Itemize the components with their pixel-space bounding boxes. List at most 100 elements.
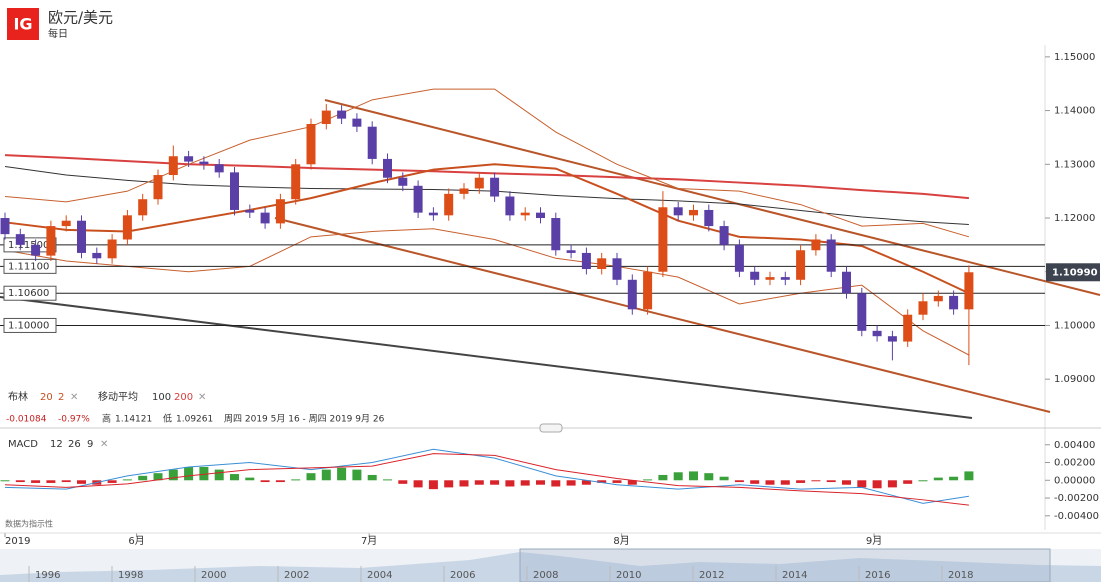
- macd-bar: [153, 473, 163, 481]
- macd-line: [4, 453, 969, 506]
- legend-close[interactable]: ✕: [70, 392, 78, 403]
- low-label: 低: [163, 413, 172, 425]
- navigator-label: 2014: [782, 570, 807, 581]
- macd-bar: [964, 471, 974, 481]
- macd-param: 9: [87, 439, 93, 450]
- navigator-label: 1998: [118, 570, 143, 581]
- level-tag: [3, 258, 57, 274]
- candle-body: [658, 207, 668, 272]
- macd-bar: [61, 480, 71, 483]
- price-panel: 1.150001.140001.130001.120001.110001.100…: [0, 52, 1100, 547]
- macd-bar: [107, 480, 117, 483]
- navigator-label: 1996: [35, 570, 60, 581]
- candle-body: [413, 185, 423, 213]
- macd-bar: [796, 480, 806, 483]
- candle-body: [490, 177, 500, 197]
- macd-panel: 0.00400 0.00200 0.00000 -0.00200 -0.00400: [0, 440, 1099, 522]
- candle-body: [643, 271, 653, 310]
- y-tick-label: 1.14000: [1054, 106, 1095, 117]
- candle-body: [46, 226, 56, 256]
- legend-text: 200: [174, 392, 193, 403]
- macd-bar: [551, 480, 561, 487]
- x-tick-label: 7月: [361, 535, 377, 547]
- legend-text: 100: [152, 392, 171, 403]
- trendline: [324, 99, 1101, 296]
- candle-body: [31, 244, 41, 256]
- candle-body: [811, 239, 821, 251]
- macd-bar: [612, 480, 622, 483]
- macd-bar: [933, 477, 943, 481]
- level-label: 1.10000: [8, 320, 49, 331]
- macd-bar: [566, 480, 576, 486]
- y-tick-label: -0.00400: [1054, 511, 1099, 522]
- macd-bar: [352, 469, 362, 481]
- candle-body: [153, 175, 163, 200]
- candle-body: [780, 277, 790, 280]
- candle-body: [107, 239, 117, 259]
- candle-body: [398, 177, 408, 186]
- macd-bar: [199, 466, 209, 481]
- macd-bar: [230, 474, 239, 481]
- candle-body: [826, 239, 836, 272]
- candle-body: [612, 258, 622, 280]
- macd-bar: [842, 480, 851, 485]
- macd-bar: [337, 467, 347, 481]
- legend-text: 移动平均: [98, 390, 138, 403]
- macd-bar: [306, 473, 316, 481]
- y-tick-label: 1.13000: [1054, 159, 1095, 170]
- macd-bar: [520, 480, 530, 486]
- candle-body: [474, 177, 484, 189]
- legend-close[interactable]: ✕: [100, 439, 108, 450]
- macd-bar: [77, 480, 86, 484]
- navigator-label: 2002: [284, 570, 309, 581]
- candle-body: [337, 110, 347, 119]
- navigator-window[interactable]: [519, 548, 1051, 582]
- candle-body: [168, 156, 178, 176]
- divider-handle[interactable]: [539, 423, 563, 433]
- navigator-label: 2010: [616, 570, 641, 581]
- macd-bar: [887, 480, 897, 488]
- macd-bar: [413, 480, 423, 488]
- macd-bar: [428, 480, 438, 490]
- candle-body: [949, 295, 959, 310]
- macd-bar: [46, 480, 56, 483]
- instrument-title: 欧元/美元: [48, 9, 113, 27]
- navigator-label: 2006: [450, 570, 475, 581]
- candle-body: [872, 330, 882, 337]
- candle-body: [734, 244, 744, 272]
- navigator-label: 2008: [533, 570, 558, 581]
- macd-param: 26: [68, 439, 81, 450]
- candle-body: [245, 209, 255, 213]
- candle-body: [352, 118, 362, 127]
- macd-bar: [490, 480, 500, 485]
- macd-param: 12: [50, 439, 63, 450]
- legend-text: 2: [58, 392, 64, 403]
- candle-body: [796, 250, 806, 280]
- candle-body: [627, 279, 637, 310]
- candle-body: [689, 209, 698, 216]
- macd-bar: [597, 480, 607, 483]
- macd-bar: [673, 472, 683, 481]
- candle-body: [138, 199, 148, 216]
- macd-bar: [811, 480, 821, 482]
- candle-body: [566, 250, 576, 253]
- candle-body: [918, 301, 928, 315]
- price-tag-label: 1.10990: [1052, 267, 1098, 278]
- macd-bar: [138, 475, 148, 481]
- macd-bar: [734, 480, 744, 483]
- macd-bar: [321, 469, 331, 481]
- macd-bar: [581, 480, 591, 485]
- change-pct: -0.97%: [58, 415, 90, 425]
- legend-close[interactable]: ✕: [198, 392, 206, 403]
- candle-body: [230, 172, 239, 210]
- macd-bar: [31, 480, 41, 483]
- macd-bar: [643, 479, 653, 481]
- macd-bar: [536, 480, 545, 485]
- navigator-label: 2004: [367, 570, 392, 581]
- navigator-label: 2018: [948, 570, 973, 581]
- y-tick-label: 1.09000: [1054, 374, 1095, 385]
- candle-body: [321, 110, 331, 125]
- logo: [7, 8, 39, 40]
- candle-body: [887, 336, 897, 342]
